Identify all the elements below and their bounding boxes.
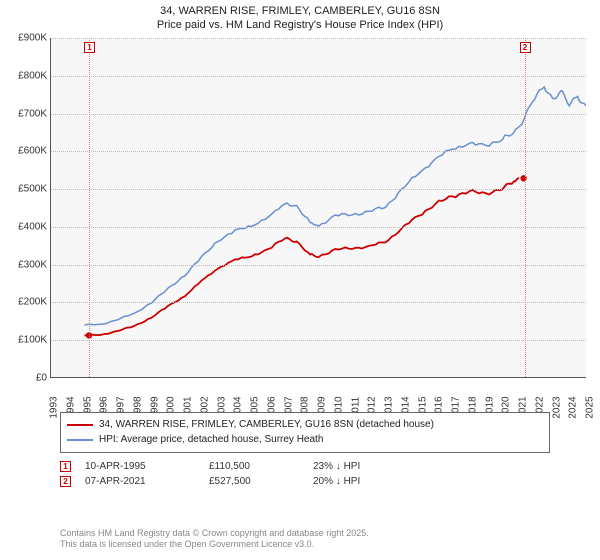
- y-axis-label: £300K: [3, 259, 47, 270]
- sale-marker-box: 1: [84, 42, 95, 53]
- gridline: [51, 265, 586, 266]
- sale-marker-line: [525, 38, 526, 377]
- x-axis-label: 2025: [585, 396, 596, 418]
- sale-delta-1: 23% ↓ HPI: [313, 461, 423, 472]
- gridline: [51, 151, 586, 152]
- x-axis-label: 1993: [49, 396, 60, 418]
- y-axis-label: £800K: [3, 70, 47, 81]
- legend-row-property: 34, WARREN RISE, FRIMLEY, CAMBERLEY, GU1…: [67, 418, 543, 432]
- y-axis-label: £100K: [3, 335, 47, 346]
- y-axis-label: £900K: [3, 33, 47, 44]
- sale-delta-2: 20% ↓ HPI: [313, 476, 423, 487]
- gridline: [51, 114, 586, 115]
- y-axis-label: £500K: [3, 184, 47, 195]
- sale-price-2: £527,500: [209, 476, 299, 487]
- sale-row-2: 2 07-APR-2021 £527,500 20% ↓ HPI: [60, 476, 423, 487]
- x-axis-label: 2023: [551, 396, 562, 418]
- sale-date-2: 07-APR-2021: [85, 476, 195, 487]
- sale-row-1: 1 10-APR-1995 £110,500 23% ↓ HPI: [60, 461, 423, 472]
- footnote: Contains HM Land Registry data © Crown c…: [60, 528, 369, 550]
- legend-row-hpi: HPI: Average price, detached house, Surr…: [67, 433, 543, 447]
- y-axis-label: £200K: [3, 297, 47, 308]
- sale-marker-2: 2: [60, 476, 71, 487]
- footnote-line2: This data is licensed under the Open Gov…: [60, 539, 369, 550]
- sales-table: 1 10-APR-1995 £110,500 23% ↓ HPI 2 07-AP…: [60, 457, 423, 491]
- gridline: [51, 189, 586, 190]
- y-axis-label: £400K: [3, 221, 47, 232]
- footnote-line1: Contains HM Land Registry data © Crown c…: [60, 528, 369, 539]
- gridline: [51, 38, 586, 39]
- y-axis-label: £700K: [3, 108, 47, 119]
- sale-marker-box: 2: [520, 42, 531, 53]
- chart-svg: [51, 38, 586, 377]
- x-axis-label: 2024: [568, 396, 579, 418]
- price-chart: £0£100K£200K£300K£400K£500K£600K£700K£80…: [50, 38, 586, 378]
- legend-swatch-hpi: [67, 439, 93, 441]
- sale-date-1: 10-APR-1995: [85, 461, 195, 472]
- gridline: [51, 302, 586, 303]
- chart-title-line1: 34, WARREN RISE, FRIMLEY, CAMBERLEY, GU1…: [0, 4, 600, 18]
- series-property: [84, 178, 519, 335]
- y-axis-label: £0: [3, 373, 47, 384]
- series-hpi: [84, 87, 586, 325]
- chart-title-block: 34, WARREN RISE, FRIMLEY, CAMBERLEY, GU1…: [0, 0, 600, 32]
- sale-marker-line: [89, 38, 90, 377]
- legend-box: 34, WARREN RISE, FRIMLEY, CAMBERLEY, GU1…: [60, 412, 550, 453]
- chart-title-line2: Price paid vs. HM Land Registry's House …: [0, 18, 600, 32]
- gridline: [51, 340, 586, 341]
- gridline: [51, 227, 586, 228]
- sale-marker-1: 1: [60, 461, 71, 472]
- legend-swatch-property: [67, 424, 93, 426]
- legend-label-hpi: HPI: Average price, detached house, Surr…: [99, 433, 323, 447]
- y-axis-label: £600K: [3, 146, 47, 157]
- sale-price-1: £110,500: [209, 461, 299, 472]
- gridline: [51, 76, 586, 77]
- legend-label-property: 34, WARREN RISE, FRIMLEY, CAMBERLEY, GU1…: [99, 418, 434, 432]
